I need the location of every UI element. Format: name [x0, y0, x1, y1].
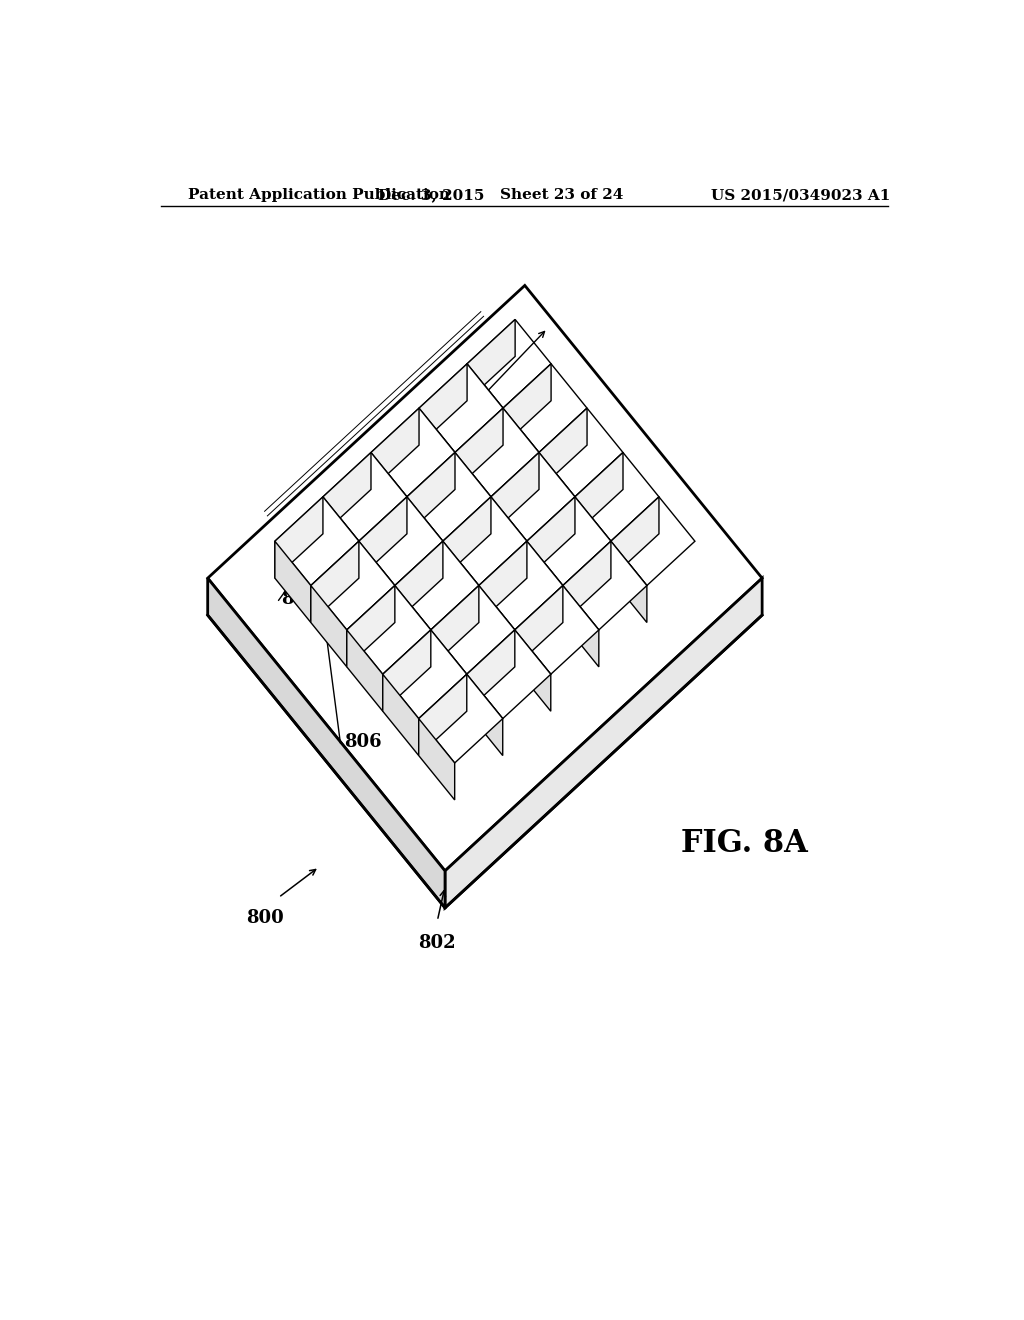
Polygon shape: [574, 453, 659, 541]
Polygon shape: [563, 541, 647, 630]
Polygon shape: [611, 496, 695, 586]
Polygon shape: [467, 630, 515, 711]
Polygon shape: [527, 541, 563, 623]
Polygon shape: [503, 364, 587, 453]
Polygon shape: [431, 630, 467, 711]
Polygon shape: [407, 496, 443, 578]
Polygon shape: [371, 408, 455, 496]
Polygon shape: [419, 718, 455, 800]
Polygon shape: [515, 586, 563, 667]
Polygon shape: [323, 453, 371, 533]
Polygon shape: [539, 453, 574, 533]
Text: Dec. 3, 2015: Dec. 3, 2015: [378, 189, 484, 202]
Polygon shape: [358, 541, 395, 623]
Polygon shape: [274, 541, 311, 623]
Polygon shape: [574, 496, 611, 578]
Polygon shape: [383, 675, 419, 755]
Text: Patent Application Publication: Patent Application Publication: [188, 189, 451, 202]
Text: 812: 812: [419, 450, 457, 467]
Polygon shape: [445, 578, 762, 908]
Text: FIG. 8A: FIG. 8A: [681, 828, 808, 859]
Polygon shape: [419, 364, 503, 453]
Polygon shape: [419, 675, 503, 763]
Polygon shape: [455, 408, 539, 496]
Polygon shape: [274, 496, 358, 586]
Polygon shape: [395, 586, 431, 667]
Text: Sheet 23 of 24: Sheet 23 of 24: [500, 189, 624, 202]
Polygon shape: [395, 541, 443, 623]
Polygon shape: [358, 496, 407, 578]
Polygon shape: [467, 364, 503, 445]
Polygon shape: [503, 408, 539, 490]
Polygon shape: [323, 496, 358, 578]
Polygon shape: [455, 408, 503, 490]
Polygon shape: [383, 630, 431, 711]
Polygon shape: [490, 453, 574, 541]
Polygon shape: [455, 453, 490, 533]
Polygon shape: [490, 453, 539, 533]
Polygon shape: [347, 586, 395, 667]
Polygon shape: [527, 496, 574, 578]
Polygon shape: [611, 496, 659, 578]
Polygon shape: [311, 586, 347, 667]
Polygon shape: [419, 408, 455, 490]
Polygon shape: [539, 408, 587, 490]
Polygon shape: [467, 319, 551, 408]
Polygon shape: [479, 541, 527, 623]
Polygon shape: [539, 408, 623, 496]
Polygon shape: [563, 541, 611, 623]
Polygon shape: [431, 586, 479, 667]
Polygon shape: [563, 586, 599, 667]
Polygon shape: [311, 541, 395, 630]
Polygon shape: [467, 630, 551, 718]
Polygon shape: [515, 586, 599, 675]
Polygon shape: [479, 586, 515, 667]
Polygon shape: [419, 364, 467, 445]
Polygon shape: [467, 675, 503, 755]
Polygon shape: [311, 541, 358, 623]
Polygon shape: [407, 453, 490, 541]
Polygon shape: [407, 453, 455, 533]
Polygon shape: [574, 453, 623, 533]
Polygon shape: [371, 453, 407, 533]
Polygon shape: [467, 319, 515, 401]
Polygon shape: [323, 453, 407, 541]
Polygon shape: [503, 364, 551, 445]
Polygon shape: [395, 541, 479, 630]
Polygon shape: [347, 586, 431, 675]
Polygon shape: [527, 496, 611, 586]
Text: US 2015/0349023 A1: US 2015/0349023 A1: [711, 189, 890, 202]
Polygon shape: [371, 408, 419, 490]
Text: 800: 800: [247, 909, 285, 927]
Polygon shape: [383, 630, 467, 718]
Text: 806: 806: [345, 733, 382, 751]
Polygon shape: [479, 541, 563, 630]
Polygon shape: [443, 496, 490, 578]
Polygon shape: [274, 496, 323, 578]
Polygon shape: [490, 496, 527, 578]
Polygon shape: [208, 285, 762, 871]
Polygon shape: [443, 496, 527, 586]
Polygon shape: [419, 675, 467, 755]
Polygon shape: [208, 578, 445, 908]
Text: 802: 802: [419, 935, 456, 952]
Polygon shape: [443, 541, 479, 623]
Polygon shape: [347, 630, 383, 711]
Polygon shape: [431, 586, 515, 675]
Polygon shape: [611, 541, 647, 623]
Polygon shape: [515, 630, 551, 711]
Polygon shape: [358, 496, 443, 586]
Text: 814: 814: [281, 590, 318, 607]
